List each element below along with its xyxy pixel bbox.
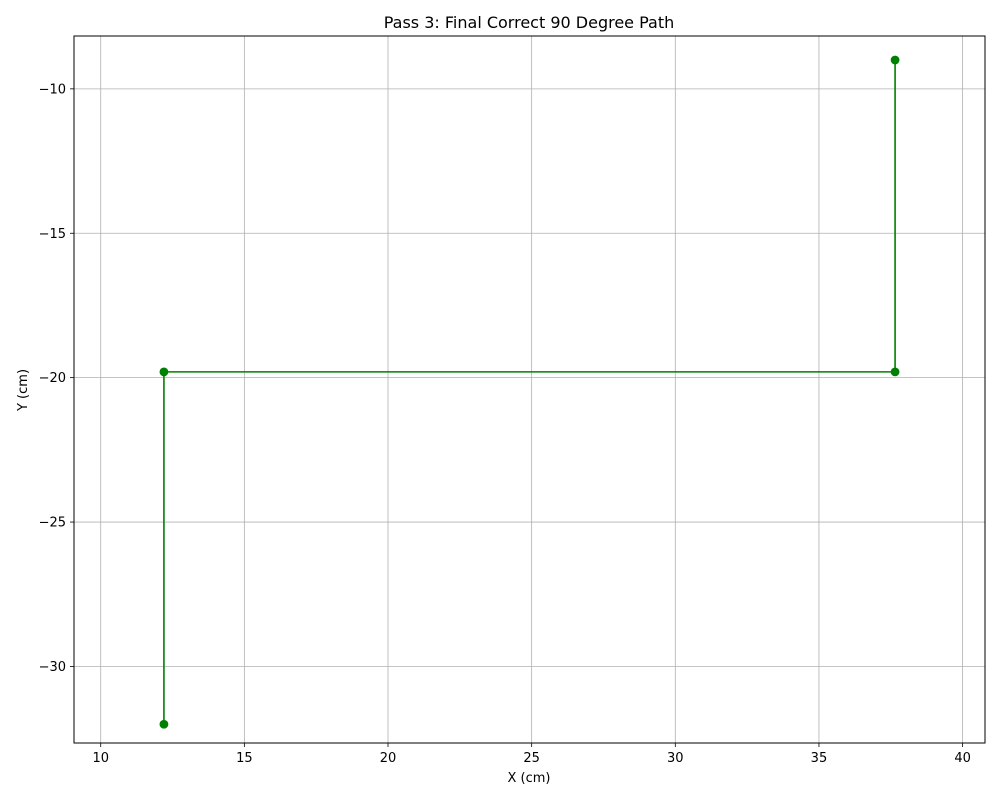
path-point bbox=[159, 367, 169, 377]
x-tick-label: 40 bbox=[954, 751, 971, 766]
x-tick-label: 10 bbox=[92, 751, 109, 766]
y-tick-label: −10 bbox=[39, 82, 66, 97]
path-line bbox=[163, 59, 896, 725]
x-tick-label: 20 bbox=[380, 751, 397, 766]
y-tick-label: −15 bbox=[39, 227, 66, 242]
path-point bbox=[890, 367, 900, 377]
x-tick-label: 30 bbox=[667, 751, 684, 766]
plot-area-frame bbox=[73, 35, 986, 744]
x-tick-label: 25 bbox=[523, 751, 540, 766]
x-tick-label: 15 bbox=[236, 751, 253, 766]
path-point bbox=[159, 719, 169, 729]
grid-layer bbox=[74, 36, 985, 743]
y-tick-label: −20 bbox=[39, 371, 66, 386]
x-tick-label: 35 bbox=[811, 751, 828, 766]
path-point bbox=[890, 55, 900, 65]
y-tick-label: −30 bbox=[39, 660, 66, 675]
series-layer bbox=[159, 55, 900, 729]
chart-title: Pass 3: Final Correct 90 Degree Path bbox=[384, 13, 675, 32]
tick-layer: 10 15 20 25 30 35 40 −10 −15 −20 −25 −30 bbox=[39, 82, 971, 766]
y-axis-label: Y (cm) bbox=[16, 369, 31, 412]
x-axis-label: X (cm) bbox=[508, 771, 551, 786]
y-tick-label: −25 bbox=[39, 516, 66, 531]
